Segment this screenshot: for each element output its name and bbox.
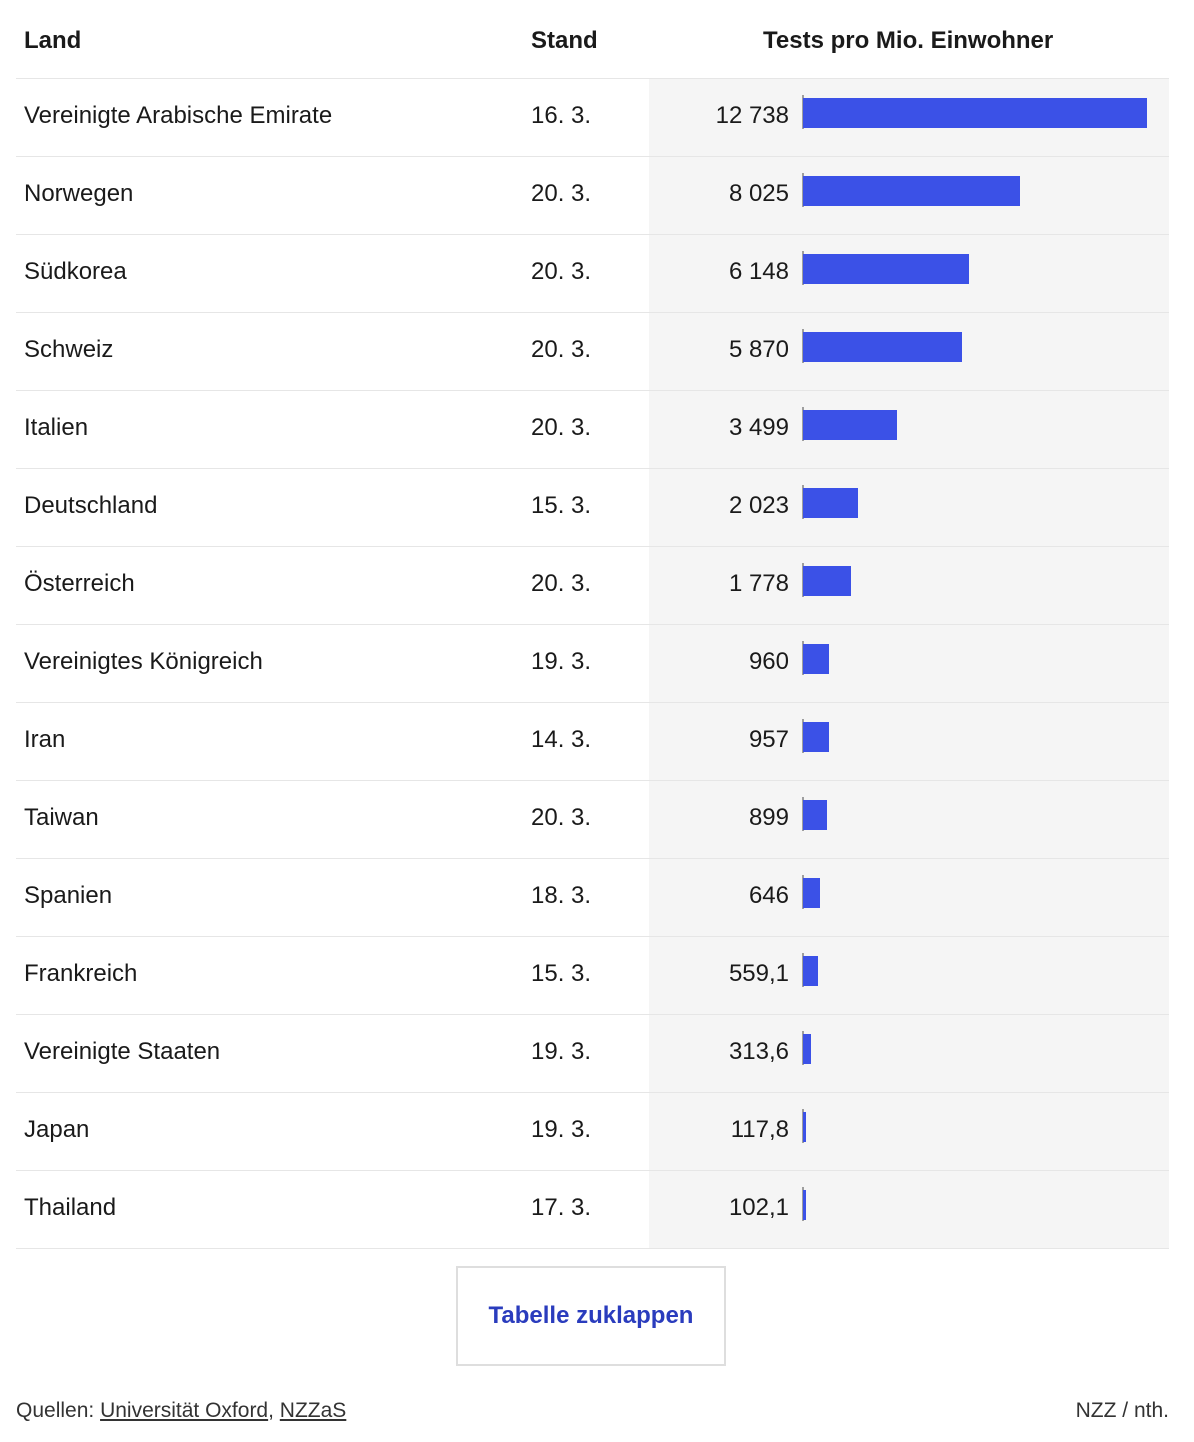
cell-land: Taiwan xyxy=(24,804,99,831)
cell-value-label: 8 025 xyxy=(728,180,789,207)
cell-stand: 20. 3. xyxy=(531,336,592,363)
cell-value-label: 313,6 xyxy=(728,1038,789,1065)
cell-value-label: 2 023 xyxy=(728,492,789,519)
table-row: Vereinigte Arabische Emirate 16. 3. 12 738 xyxy=(16,79,1169,157)
column-header-stand: Stand xyxy=(531,27,598,54)
cell-stand: 20. 3. xyxy=(531,258,592,285)
bar xyxy=(803,488,858,518)
cell-land: Japan xyxy=(24,1116,90,1143)
bar xyxy=(803,956,819,986)
table-row: Japan 19. 3. 117,8 xyxy=(16,1093,1169,1171)
bar xyxy=(803,878,821,908)
value-column-background xyxy=(649,781,1169,858)
bar xyxy=(803,254,970,284)
column-header-tests: Tests pro Mio. Einwohner xyxy=(763,27,1054,54)
bar xyxy=(803,800,828,830)
bar xyxy=(803,1190,806,1220)
cell-stand: 19. 3. xyxy=(531,1038,592,1065)
bar xyxy=(803,566,852,596)
cell-stand: 17. 3. xyxy=(531,1194,592,1221)
bar xyxy=(803,98,1147,128)
bar xyxy=(803,644,829,674)
collapse-table-button[interactable]: Tabelle zuklappen xyxy=(456,1266,726,1366)
cell-value-label: 3 499 xyxy=(728,414,789,441)
value-column-background xyxy=(649,859,1169,936)
source-link-oxford[interactable]: Universität Oxford xyxy=(100,1399,269,1422)
cell-value-label: 559,1 xyxy=(728,960,789,987)
cell-stand: 15. 3. xyxy=(531,960,592,987)
bar xyxy=(803,722,829,752)
cell-land: Südkorea xyxy=(24,258,127,285)
cell-stand: 18. 3. xyxy=(531,882,592,909)
table-header: Land Stand Tests pro Mio. Einwohner xyxy=(16,0,1169,79)
cell-land: Iran xyxy=(24,726,66,753)
credit: NZZ / nth. xyxy=(1075,1399,1169,1422)
cell-land: Österreich xyxy=(24,570,135,597)
bar xyxy=(803,410,898,440)
table-row: Vereinigtes Königreich 19. 3. 960 xyxy=(16,625,1169,703)
table-row: Iran 14. 3. 957 xyxy=(16,703,1169,781)
cell-stand: 20. 3. xyxy=(531,180,592,207)
table-row: Frankreich 15. 3. 559,1 xyxy=(16,937,1169,1015)
value-column-background xyxy=(649,1015,1169,1092)
cell-land: Spanien xyxy=(24,882,113,909)
cell-stand: 16. 3. xyxy=(531,102,592,129)
cell-land: Vereinigte Arabische Emirate xyxy=(24,102,333,129)
cell-stand: 15. 3. xyxy=(531,492,592,519)
value-column-background xyxy=(649,1093,1169,1170)
bar xyxy=(803,332,962,362)
cell-land: Italien xyxy=(24,414,89,441)
cell-value-label: 12 738 xyxy=(715,102,789,129)
sources-label: Quellen: xyxy=(16,1399,101,1422)
cell-value-label: 1 778 xyxy=(728,570,789,597)
value-column-background xyxy=(649,703,1169,780)
cell-land: Vereinigte Staaten xyxy=(24,1038,221,1065)
table-row: Taiwan 20. 3. 899 xyxy=(16,781,1169,859)
cell-stand: 19. 3. xyxy=(531,1116,592,1143)
source-link-nzzas[interactable]: NZZaS xyxy=(279,1399,347,1422)
cell-land: Deutschland xyxy=(24,492,158,519)
cell-value-label: 646 xyxy=(748,882,789,909)
table-row: Schweiz 20. 3. 5 870 xyxy=(16,313,1169,391)
table-row: Spanien 18. 3. 646 xyxy=(16,859,1169,937)
cell-land: Norwegen xyxy=(24,180,134,207)
bar xyxy=(803,176,1020,206)
table-row: Deutschland 15. 3. 2 023 xyxy=(16,469,1169,547)
table-row: Italien 20. 3. 3 499 xyxy=(16,391,1169,469)
cell-value-label: 6 148 xyxy=(728,258,789,285)
cell-value-label: 5 870 xyxy=(728,336,789,363)
table-row: Österreich 20. 3. 1 778 xyxy=(16,547,1169,625)
table-row: Thailand 17. 3. 102,1 xyxy=(16,1171,1169,1249)
cell-stand: 20. 3. xyxy=(531,570,592,597)
cell-value-label: 102,1 xyxy=(728,1194,789,1221)
value-column-background xyxy=(649,937,1169,1014)
value-column-background xyxy=(649,1171,1169,1248)
cell-stand: 19. 3. xyxy=(531,648,592,675)
cell-value-label: 899 xyxy=(748,804,789,831)
cell-stand: 20. 3. xyxy=(531,414,592,441)
table-row: Norwegen 20. 3. 8 025 xyxy=(16,157,1169,235)
column-header-land: Land xyxy=(24,27,82,54)
cell-land: Vereinigtes Königreich xyxy=(24,648,263,675)
value-column-background xyxy=(649,625,1169,702)
cell-value-label: 957 xyxy=(748,726,789,753)
cell-stand: 20. 3. xyxy=(531,804,592,831)
cell-stand: 14. 3. xyxy=(531,726,592,753)
cell-land: Thailand xyxy=(24,1194,117,1221)
cell-land: Frankreich xyxy=(24,960,138,987)
cell-land: Schweiz xyxy=(24,336,114,363)
bar xyxy=(803,1034,812,1064)
data-table: Land Stand Tests pro Mio. Einwohner Vere… xyxy=(16,0,1169,1249)
value-column-background xyxy=(649,391,1169,468)
table-row: Südkorea 20. 3. 6 148 xyxy=(16,235,1169,313)
table-row: Vereinigte Staaten 19. 3. 313,6 xyxy=(16,1015,1169,1093)
value-column-background xyxy=(649,469,1169,546)
bar xyxy=(803,1112,807,1142)
footer: Quellen: Universität Oxford, NZZaS NZZ /… xyxy=(16,1396,1169,1426)
sources-separator: , xyxy=(268,1399,280,1422)
cell-value-label: 117,8 xyxy=(730,1116,789,1143)
value-column-background xyxy=(649,547,1169,624)
cell-value-label: 960 xyxy=(748,648,789,675)
table-body: Vereinigte Arabische Emirate 16. 3. 12 738… xyxy=(16,79,1169,1249)
